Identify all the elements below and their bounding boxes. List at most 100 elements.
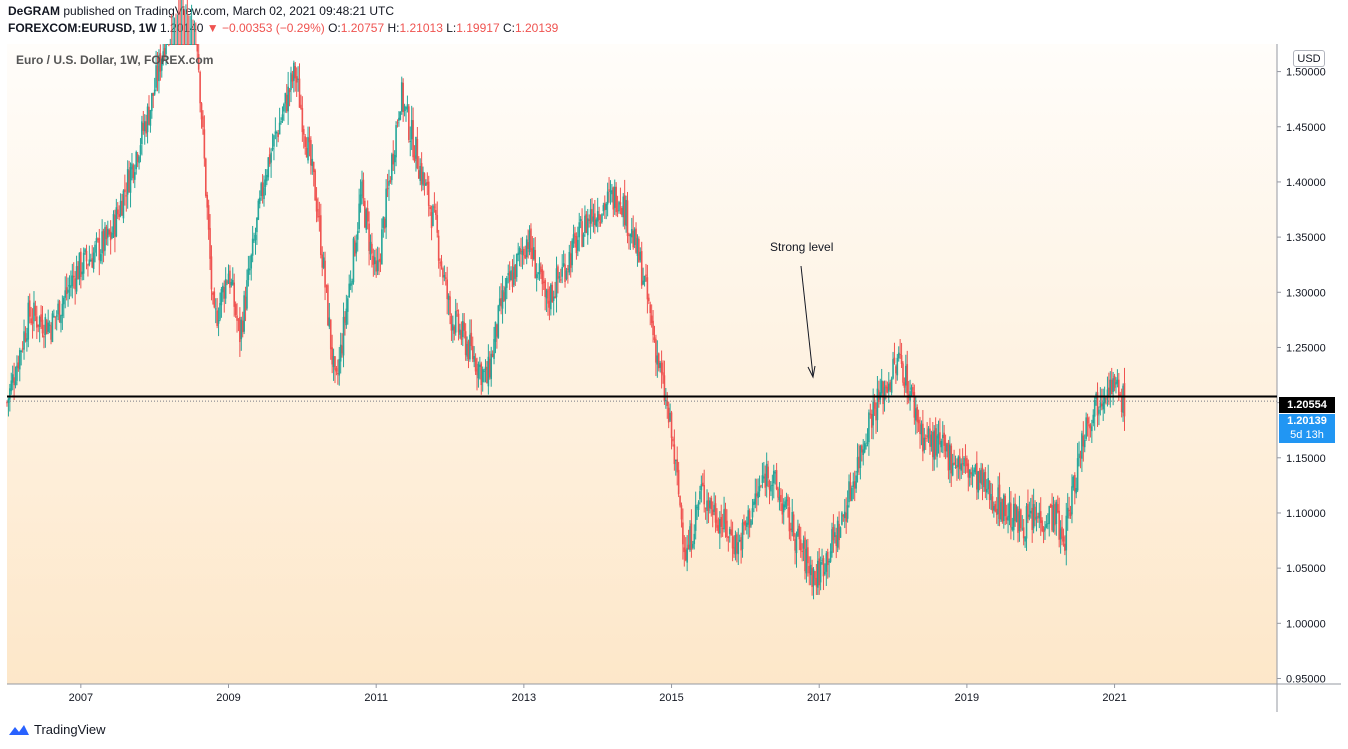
candle-body [707,500,710,511]
candle-body [809,564,812,576]
candle-body [859,445,862,468]
candle-body [677,469,680,495]
candle-body [869,413,872,415]
candle-body [598,214,600,220]
candle-body [440,261,443,267]
candle-body [559,279,562,281]
candle-body [416,139,419,169]
candle-body [145,121,147,134]
candle-body [101,231,103,254]
candle-body [160,59,163,71]
candle-body [304,136,306,147]
candle-body [284,93,287,104]
candle-body [246,280,248,309]
candle-body [1098,409,1100,414]
candle-body [87,264,89,266]
candle-body [763,476,765,479]
candle-body [943,432,945,446]
candle-body [199,71,201,104]
price-axis[interactable]: 0.950001.000001.050001.100001.150001.200… [1277,67,1326,686]
candle-body [585,214,588,233]
candle-body [1055,502,1058,524]
candle-body [947,442,950,471]
candle-body [665,399,667,402]
candle-body [21,348,24,350]
candle-body [254,234,257,241]
candle-body [954,466,957,468]
candle-body [196,44,199,52]
annotation-arrow[interactable] [800,265,814,377]
candle-body [839,527,842,538]
candle-body [192,44,194,45]
tradingview-logo-icon [9,724,29,735]
candle-body [209,228,211,259]
candle-body [17,362,20,369]
candle-body [772,470,775,484]
candle-body [222,285,224,293]
candle-body [927,428,930,439]
low-value: 1.19917 [456,21,500,35]
candle-body [791,512,794,533]
candle-body [572,234,575,244]
candle-body [311,158,314,166]
candle-body [778,496,781,501]
candle-body [531,248,534,260]
candle-body [78,252,81,280]
candle-body [642,280,644,285]
candle-body [210,256,213,290]
candle-body [784,501,786,508]
candle-body [630,229,633,238]
candle-body [14,381,17,386]
candle-body [745,522,748,527]
candle-body [1058,510,1060,540]
candle-body [432,205,434,227]
candle-body [584,215,586,234]
down-arrow-icon: ▼ [206,21,219,35]
candle-body [420,163,423,185]
candle-body [767,466,769,479]
candle-body [335,368,338,372]
footer-brand[interactable]: TradingView [34,722,106,737]
candle-body [379,258,382,263]
time-axis[interactable]: 2007 2009 2011 2013 2015 2017 2019 2021 [69,684,1127,704]
candle-body [808,565,811,574]
candle-body [324,260,326,288]
candle-body [541,269,544,285]
candle-body [187,44,190,45]
candle-body [219,302,221,320]
candle-body [1103,397,1106,404]
candle-body [939,432,941,445]
candle-body [900,355,903,364]
candle-body [1081,433,1083,459]
candle-body [28,300,31,317]
candle-body [371,243,373,254]
candle-body [667,407,670,423]
annotation-text[interactable]: Strong level [770,240,833,254]
candle-body [329,319,332,350]
candle-body [344,316,346,323]
candle-body [621,207,623,215]
candle-body [395,125,397,158]
candle-body [571,240,573,266]
candle-body [994,504,997,512]
candle-body [855,475,857,489]
candle-body [835,535,838,546]
price-tick-label: 1.35000 [1286,232,1326,244]
candle-body [425,183,427,186]
candle-body [985,488,988,493]
candle-body [148,106,150,125]
candle-body [737,542,740,555]
candle-body [1088,424,1090,427]
candle-body [462,320,464,338]
candle-body [1085,417,1087,439]
candle-body [453,326,456,334]
candle-body [993,506,995,511]
candle-body [318,216,321,218]
candle-body [341,345,343,354]
candle-body [125,195,128,197]
currency-button[interactable]: USD [1293,50,1325,67]
candle-body [1076,458,1079,491]
candle-body [632,230,634,248]
candle-body [89,259,92,262]
